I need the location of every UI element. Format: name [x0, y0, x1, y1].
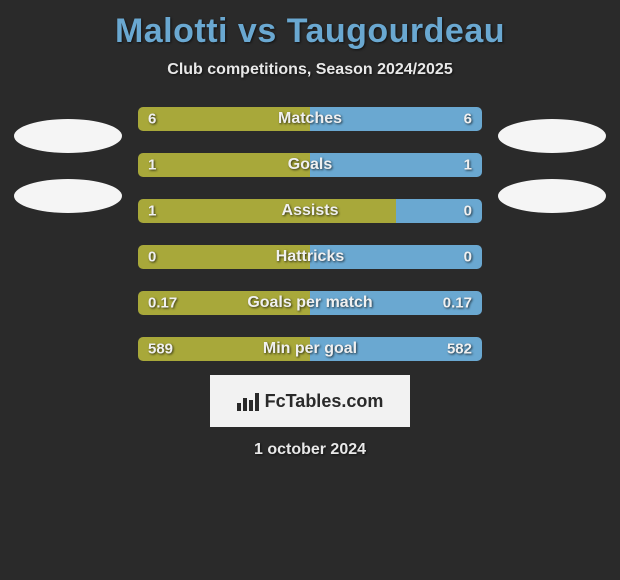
stat-label: Hattricks	[276, 248, 344, 266]
stat-bar-min-per-goal: Min per goal 589 582	[138, 337, 482, 361]
stat-value-right: 0.17	[443, 295, 472, 312]
brand-logo[interactable]: FcTables.com	[210, 375, 410, 427]
stat-value-left: 1	[148, 203, 156, 220]
left-badges-column	[14, 107, 122, 213]
snapshot-date: 1 october 2024	[254, 441, 366, 459]
stat-label: Goals	[288, 156, 332, 174]
player-badge-left-1	[14, 179, 122, 213]
stat-value-right: 6	[464, 111, 472, 128]
stat-bar-goals-per-match: Goals per match 0.17 0.17	[138, 291, 482, 315]
stat-bar-matches: Matches 6 6	[138, 107, 482, 131]
stat-value-left: 6	[148, 111, 156, 128]
stat-value-left: 0	[148, 249, 156, 266]
stat-bar-right-fill	[310, 153, 482, 177]
stat-bar-left-fill	[138, 153, 310, 177]
stat-label: Assists	[282, 202, 339, 220]
stat-bar-left-fill	[138, 199, 396, 223]
page-title: Malotti vs Taugourdeau	[115, 12, 505, 51]
stat-bar-hattricks: Hattricks 0 0	[138, 245, 482, 269]
player-badge-right-0	[498, 119, 606, 153]
comparison-card: Malotti vs Taugourdeau Club competitions…	[0, 0, 620, 471]
stat-label: Matches	[278, 110, 342, 128]
stat-value-left: 0.17	[148, 295, 177, 312]
main-row: Matches 6 6 Goals 1 1 Assists 1 0 Hattricks 0 0 Goal…	[0, 107, 620, 361]
brand-text: FcTables.com	[265, 391, 384, 412]
stat-bar-goals: Goals 1 1	[138, 153, 482, 177]
stats-column: Matches 6 6 Goals 1 1 Assists 1 0 Hattricks 0 0 Goal…	[138, 107, 482, 361]
player-badge-right-1	[498, 179, 606, 213]
bar-chart-icon	[237, 391, 259, 411]
stat-label: Goals per match	[247, 294, 372, 312]
stat-label: Min per goal	[263, 340, 357, 358]
stat-value-right: 0	[464, 203, 472, 220]
right-badges-column	[498, 107, 606, 213]
stat-bar-assists: Assists 1 0	[138, 199, 482, 223]
player-badge-left-0	[14, 119, 122, 153]
stat-value-right: 1	[464, 157, 472, 174]
stat-value-left: 1	[148, 157, 156, 174]
subtitle: Club competitions, Season 2024/2025	[167, 61, 452, 79]
stat-value-left: 589	[148, 341, 173, 358]
stat-value-right: 582	[447, 341, 472, 358]
stat-value-right: 0	[464, 249, 472, 266]
